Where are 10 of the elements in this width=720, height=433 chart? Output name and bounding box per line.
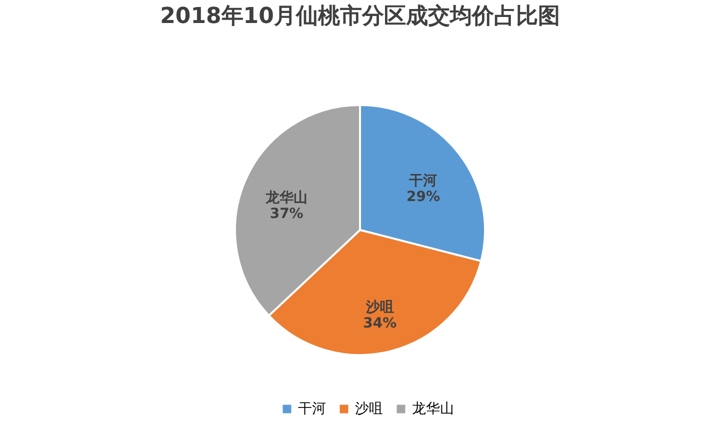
legend-label: 龙华山	[412, 401, 454, 417]
data-label: 37%	[270, 206, 304, 222]
legend-label: 沙咀	[355, 401, 383, 417]
slice-label: 龙华山	[264, 190, 308, 206]
legend-label: 干河	[298, 401, 326, 417]
slice-label: 干河	[408, 172, 438, 189]
data-label: 34%	[363, 315, 397, 332]
chart-title: 2018年10月仙桃市分区成交均价占比图	[160, 3, 560, 29]
slice-label: 沙咀	[364, 299, 394, 316]
data-label: 29%	[406, 188, 440, 205]
